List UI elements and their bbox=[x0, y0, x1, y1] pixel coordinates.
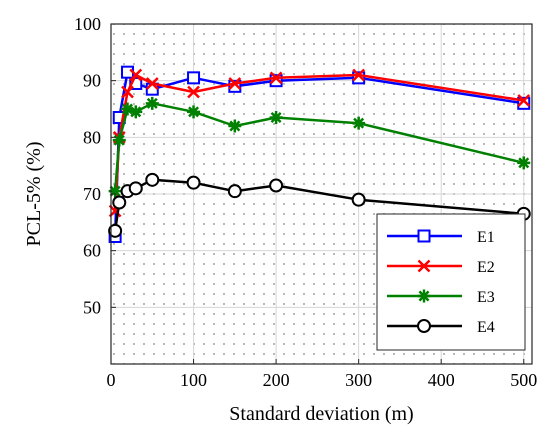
legend: E1 E2 E3 E4 bbox=[376, 213, 526, 351]
data-point bbox=[228, 77, 242, 90]
y-tick-label: 100 bbox=[74, 14, 101, 34]
series-layer bbox=[108, 65, 531, 243]
data-point bbox=[129, 105, 143, 119]
x-tick-label: 0 bbox=[107, 370, 116, 390]
data-point bbox=[269, 74, 283, 88]
y-tick-label: 70 bbox=[83, 184, 101, 204]
data-point bbox=[121, 102, 135, 116]
data-point bbox=[352, 71, 366, 85]
legend-entry-e2: E2 bbox=[387, 259, 495, 276]
data-point bbox=[269, 111, 283, 124]
data-point bbox=[187, 85, 200, 99]
data-point bbox=[269, 178, 284, 193]
data-point bbox=[352, 116, 366, 130]
data-point bbox=[129, 68, 143, 82]
data-point bbox=[352, 68, 366, 82]
series-line bbox=[113, 73, 524, 212]
data-point bbox=[108, 184, 122, 198]
data-point bbox=[145, 96, 159, 110]
data-point bbox=[417, 319, 431, 333]
data-point bbox=[269, 71, 283, 85]
x-tick-label: 100 bbox=[180, 370, 207, 390]
y-tick-label: 80 bbox=[83, 127, 101, 147]
series-e3 bbox=[108, 96, 531, 198]
x-tick-label: 500 bbox=[510, 370, 537, 390]
data-point bbox=[417, 259, 431, 273]
series-e4 bbox=[108, 172, 531, 238]
y-axis-label: PCL-5% (%) bbox=[23, 142, 45, 247]
data-point bbox=[417, 229, 431, 243]
x-tick-label: 200 bbox=[263, 370, 290, 390]
data-point bbox=[517, 156, 531, 170]
legend-entry-e3: E3 bbox=[387, 289, 495, 306]
legend-label: E4 bbox=[477, 319, 495, 336]
data-point bbox=[121, 85, 134, 99]
data-point bbox=[351, 192, 366, 207]
data-point bbox=[228, 119, 242, 133]
data-point bbox=[187, 71, 201, 85]
data-point bbox=[128, 181, 143, 196]
data-point bbox=[145, 172, 160, 187]
legend-entry-e1: E1 bbox=[387, 229, 495, 246]
data-point bbox=[112, 195, 127, 210]
legend-entry-e4: E4 bbox=[387, 319, 495, 336]
data-point bbox=[108, 223, 123, 238]
x-tick-label: 400 bbox=[428, 370, 455, 390]
y-tick-label: 90 bbox=[83, 71, 101, 91]
data-point bbox=[228, 79, 242, 93]
data-point bbox=[187, 105, 201, 119]
y-tick-label: 60 bbox=[83, 241, 101, 261]
series-line bbox=[113, 178, 524, 231]
x-tick-label: 300 bbox=[345, 370, 372, 390]
series-line bbox=[113, 102, 524, 192]
data-point bbox=[417, 289, 431, 303]
data-point bbox=[517, 94, 531, 107]
axes: 0 100 200 300 400 500 50 60 70 80 90 100 bbox=[74, 14, 537, 390]
data-point bbox=[227, 184, 242, 199]
data-point bbox=[112, 133, 126, 147]
data-point bbox=[517, 96, 531, 110]
legend-box bbox=[376, 213, 526, 351]
x-axis-label: Standard deviation (m) bbox=[229, 403, 413, 425]
y-tick-label: 50 bbox=[83, 297, 101, 317]
legend-label: E1 bbox=[477, 229, 495, 246]
data-point bbox=[145, 77, 159, 90]
legend-label: E2 bbox=[477, 259, 495, 276]
legend-label: E3 bbox=[477, 289, 495, 306]
data-point bbox=[186, 175, 201, 190]
